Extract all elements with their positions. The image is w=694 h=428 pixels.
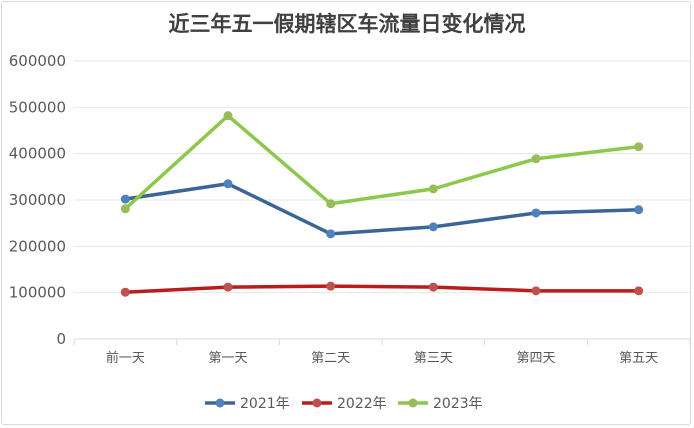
data-point xyxy=(531,154,541,164)
x-tick-label: 第一天 xyxy=(208,351,247,366)
data-point xyxy=(120,204,130,214)
y-tick-label: 200000 xyxy=(9,237,66,255)
data-point xyxy=(531,208,541,218)
y-tick-label: 100000 xyxy=(9,284,66,302)
y-tick-label: 500000 xyxy=(9,98,66,116)
data-point xyxy=(223,282,233,292)
chart-title: 近三年五一假期辖区车流量日变化情况 xyxy=(168,11,526,36)
data-point xyxy=(326,199,336,209)
x-tick-label: 第三天 xyxy=(414,351,453,366)
data-point xyxy=(428,184,438,194)
data-point xyxy=(120,194,130,204)
data-point xyxy=(428,222,438,232)
legend-label: 2021年 xyxy=(240,396,290,412)
y-tick-label: 400000 xyxy=(9,145,66,163)
data-point xyxy=(634,205,644,215)
legend-marker xyxy=(408,398,418,408)
series-line-2022年 xyxy=(125,284,639,294)
y-tick-label: 600000 xyxy=(9,52,66,70)
series-line-2023年 xyxy=(124,113,639,211)
x-tick-label: 第二天 xyxy=(311,351,350,366)
data-point xyxy=(634,286,644,296)
data-point xyxy=(223,179,233,189)
legend-marker xyxy=(215,398,225,408)
x-tick-label: 前一天 xyxy=(106,350,145,366)
x-tick-label: 第五天 xyxy=(619,351,658,366)
data-point xyxy=(223,111,233,121)
y-tick-label: 300000 xyxy=(9,191,66,209)
legend-label: 2023年 xyxy=(433,396,483,412)
series-line-2021年 xyxy=(125,182,639,236)
data-point xyxy=(428,282,438,292)
data-point xyxy=(326,281,336,291)
data-point xyxy=(634,142,644,152)
y-tick-label: 0 xyxy=(56,330,66,348)
legend-label: 2022年 xyxy=(337,396,387,412)
data-point xyxy=(120,287,130,297)
legend-marker xyxy=(312,398,322,408)
data-point xyxy=(326,229,336,239)
x-tick-label: 第四天 xyxy=(516,351,555,366)
data-point xyxy=(531,286,541,296)
